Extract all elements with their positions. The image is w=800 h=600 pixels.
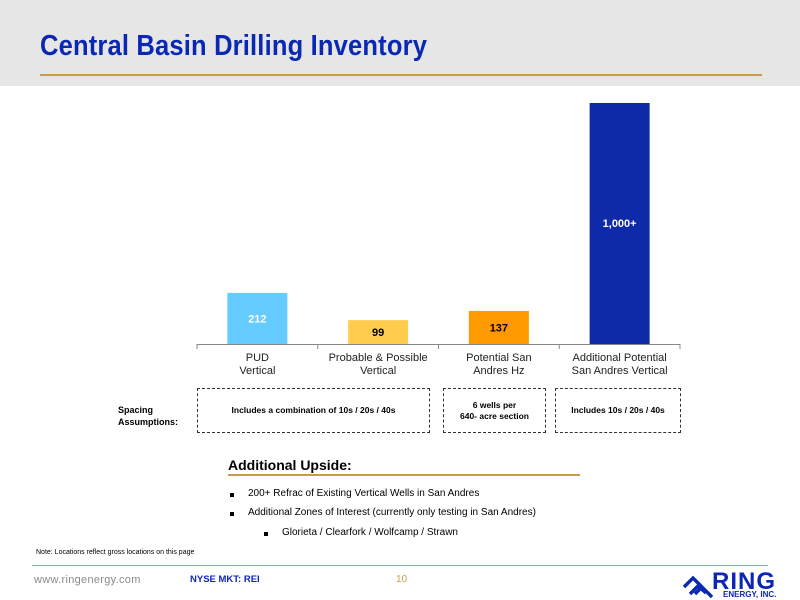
ring-logo-icon (682, 575, 714, 599)
stock-ticker: NYSE MKT: REI (190, 574, 260, 585)
bar-3 (468, 310, 529, 344)
bar-4-value-label: 1,000+ (603, 218, 637, 230)
footer-divider (32, 565, 768, 566)
x-tick-label-4-line-1: Additional Potential (573, 352, 667, 364)
logo-wordmark: RING (712, 568, 776, 595)
bar-4 (589, 103, 650, 344)
bullet-square-icon (230, 493, 234, 497)
logo-subtitle: ENERGY, INC. (723, 590, 777, 599)
upside-bullet-1-text: 200+ Refrac of Existing Vertical Wells i… (248, 488, 480, 499)
header-band (0, 0, 800, 86)
x-tick-label-2-line-2: Vertical (360, 365, 396, 377)
upside-bullet-2: Additional Zones of Interest (currently … (230, 507, 536, 518)
x-tick-label-1-line-2: Vertical (239, 365, 275, 377)
upside-subbullet-1: Glorieta / Clearfork / Wolfcamp / Strawn (264, 527, 458, 538)
spacing-assumptions-label: Spacing Assumptions: (118, 405, 179, 427)
bar-2 (348, 320, 409, 344)
website-link[interactable]: www.ringenergy.com (34, 574, 141, 586)
x-tick-label-2-line-1: Probable & Possible (329, 352, 428, 364)
x-tick-label-1-line-1: PUD (246, 352, 269, 364)
page-number: 10 (396, 574, 408, 585)
spacing-box-vertical: Includes a combination of 10s / 20s / 40… (197, 388, 430, 433)
upside-divider (228, 474, 580, 476)
bar-1 (227, 292, 288, 344)
spacing-box-horizontal: 6 wells per 640- acre section (443, 388, 546, 433)
page-title: Central Basin Drilling Inventory (40, 30, 428, 62)
upside-bullet-2-text: Additional Zones of Interest (currently … (248, 507, 536, 518)
footnote: Note: Locations reflect gross locations … (36, 549, 195, 556)
bar-2-value-label: 99 (372, 327, 384, 339)
bullet-square-icon (230, 512, 234, 516)
additional-upside-title: Additional Upside: (228, 457, 352, 473)
upside-bullet-1: 200+ Refrac of Existing Vertical Wells i… (230, 488, 480, 499)
bullet-square-icon (264, 532, 268, 536)
ring-energy-logo: RING ENERGY, INC. (682, 568, 788, 600)
upside-subbullet-1-text: Glorieta / Clearfork / Wolfcamp / Strawn (282, 527, 458, 538)
spacing-box-additional: Includes 10s / 20s / 40s (555, 388, 681, 433)
title-divider (40, 74, 762, 76)
bar-3-value-label: 137 (490, 322, 508, 334)
x-tick-label-4-line-2: San Andres Vertical (572, 365, 668, 377)
bar-1-value-label: 212 (248, 313, 266, 325)
x-tick-label-3-line-2: Andres Hz (473, 365, 524, 377)
x-tick-label-3-line-1: Potential San (466, 352, 531, 364)
